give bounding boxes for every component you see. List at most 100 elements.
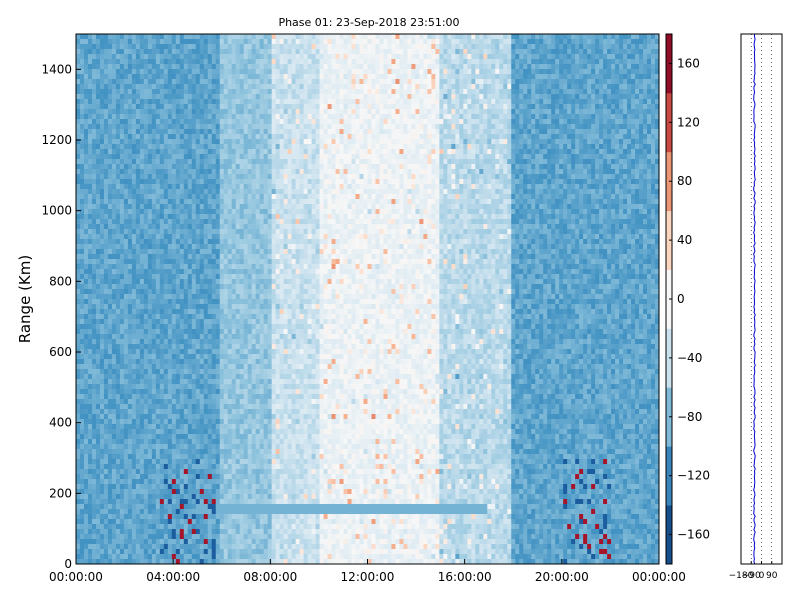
heatmap-cell — [179, 84, 185, 90]
heatmap-cell — [163, 119, 169, 125]
heatmap-cell — [255, 289, 261, 295]
heatmap-cell — [251, 384, 257, 390]
heatmap-cell — [187, 234, 193, 240]
heatmap-cell — [131, 164, 137, 170]
heatmap-cell — [143, 554, 149, 560]
heatmap-cell — [215, 59, 221, 65]
heatmap-cell — [119, 454, 125, 460]
heatmap-cell — [195, 344, 201, 350]
heatmap-cell — [235, 129, 241, 135]
heatmap-cell — [167, 89, 173, 95]
heatmap-cell — [203, 404, 209, 410]
heatmap-cell — [79, 369, 85, 375]
heatmap-cell — [155, 269, 161, 275]
heatmap-cell — [215, 259, 221, 265]
heatmap-cell — [131, 239, 137, 245]
heatmap-cell — [139, 404, 145, 410]
heatmap-cell — [139, 219, 145, 225]
heatmap-cell — [211, 259, 217, 265]
heatmap-cell — [159, 529, 165, 535]
heatmap-cell — [255, 124, 261, 130]
heatmap-cell — [99, 349, 105, 355]
heatmap-cell — [223, 554, 229, 560]
heatmap-cell — [195, 89, 201, 95]
heatmap-cell — [87, 369, 93, 375]
heatmap-cell — [163, 39, 169, 45]
heatmap-cell — [175, 534, 181, 540]
heatmap-cell — [99, 74, 105, 80]
heatmap-cell — [111, 209, 117, 215]
heatmap-cell — [155, 284, 161, 290]
heatmap-cell — [195, 324, 201, 330]
heatmap-cell — [91, 424, 97, 430]
heatmap-cell — [91, 389, 97, 395]
heatmap-cell — [115, 109, 121, 115]
heatmap-cell — [195, 439, 201, 445]
heatmap-cell — [219, 284, 225, 290]
heatmap-cell — [103, 389, 109, 395]
heatmap-cell — [235, 349, 241, 355]
heatmap-cell — [139, 169, 145, 175]
heatmap-cell — [259, 349, 265, 355]
heatmap-cell — [195, 314, 201, 320]
heatmap-cell — [87, 169, 93, 175]
heatmap-cell — [191, 229, 197, 235]
heatmap-cell — [111, 94, 117, 100]
heatmap-cell — [207, 39, 213, 45]
heatmap-cell — [175, 204, 181, 210]
heatmap-cell — [259, 479, 265, 485]
heatmap-cell — [171, 269, 177, 275]
heatmap-cell — [103, 229, 109, 235]
heatmap-cell — [235, 74, 241, 80]
heatmap-cell — [207, 159, 213, 165]
heatmap-cell — [223, 454, 229, 460]
heatmap-cell — [187, 309, 193, 315]
heatmap-cell — [76, 439, 81, 445]
heatmap-cell — [139, 224, 145, 230]
heatmap-cell — [167, 374, 173, 380]
heatmap-cell — [147, 74, 153, 80]
heatmap-cell — [115, 554, 121, 560]
heatmap-cell — [131, 89, 137, 95]
heatmap-cell — [83, 474, 89, 480]
heatmap-cell — [231, 459, 237, 465]
heatmap-cell — [231, 419, 237, 425]
heatmap-cell — [215, 129, 221, 135]
heatmap-cell — [163, 234, 169, 240]
heatmap-cell — [227, 469, 233, 475]
heatmap-cell — [239, 424, 245, 430]
heatmap-cell — [175, 264, 181, 270]
heatmap-cell — [175, 319, 181, 325]
heatmap-cell — [143, 484, 149, 490]
heatmap-cell — [95, 454, 101, 460]
heatmap-cell — [95, 354, 101, 360]
heatmap-cell — [123, 104, 129, 110]
heatmap-cell — [179, 409, 185, 415]
heatmap-cell — [175, 109, 181, 115]
heatmap-cell — [167, 209, 173, 215]
heatmap-cell — [151, 254, 157, 260]
heatmap-cell — [203, 459, 209, 465]
heatmap-cell — [79, 274, 85, 280]
heatmap-cell — [87, 59, 93, 65]
heatmap-cell — [123, 209, 129, 215]
heatmap-cell — [179, 559, 185, 565]
heatmap-cell — [107, 374, 113, 380]
heatmap-cell — [151, 169, 157, 175]
heatmap-cell — [203, 144, 209, 150]
heatmap-cell — [219, 104, 225, 110]
heatmap-cell — [143, 489, 149, 495]
heatmap-cell — [187, 119, 193, 125]
heatmap-cell — [79, 164, 85, 170]
heatmap-cell — [103, 494, 109, 500]
heatmap-cell — [83, 454, 89, 460]
heatmap-cell — [211, 249, 217, 255]
heatmap-cell — [243, 374, 249, 380]
heatmap-cell — [115, 454, 121, 460]
heatmap-cell — [227, 79, 233, 85]
heatmap-cell — [135, 414, 141, 420]
heatmap-cell — [167, 59, 173, 65]
heatmap-cell — [187, 494, 193, 500]
heatmap-cell — [231, 349, 237, 355]
heatmap-cell — [195, 424, 201, 430]
